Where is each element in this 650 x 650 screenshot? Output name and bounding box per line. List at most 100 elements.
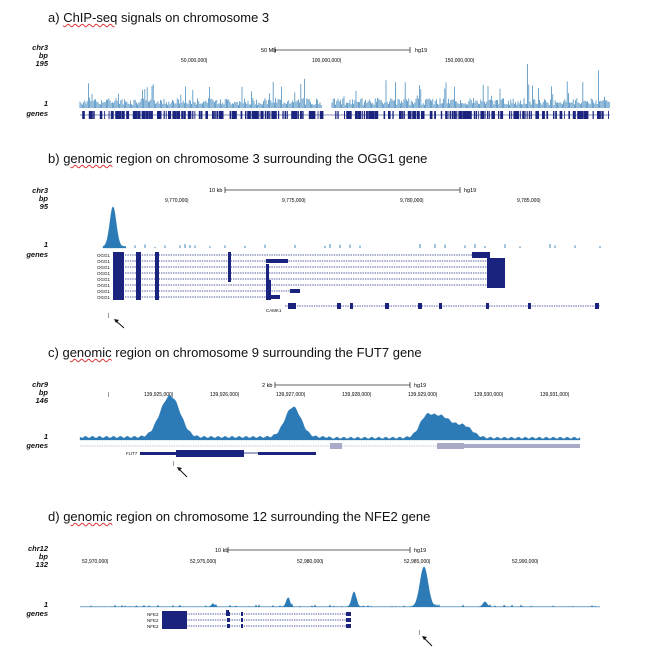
panel-a-gene-block — [174, 111, 177, 119]
panel-a-gene-block — [531, 111, 532, 119]
gene-exon — [113, 264, 124, 270]
gene-label-ogg1: OGG1 — [97, 295, 111, 300]
panel-b-letter: b) — [48, 151, 60, 166]
panel-a-gene-block — [264, 111, 267, 119]
panel-a-gene-block — [476, 111, 478, 119]
fut7-utr — [140, 452, 176, 455]
panel-c-exon-light — [437, 443, 464, 449]
panel-a-gene-block — [126, 111, 130, 119]
gene-label-nfe2: NFE2 — [147, 624, 159, 629]
panel-a-gene-block — [370, 111, 374, 119]
gene-exon — [228, 258, 231, 264]
panel-a-gene-block — [317, 111, 319, 119]
panel-a-gene-block — [524, 111, 526, 119]
panel-a-gene-block — [148, 111, 151, 119]
panel-a-max-label: 195 — [35, 59, 48, 68]
panel-a-gene-block — [337, 111, 339, 119]
gene-label-ogg1: OGG1 — [97, 271, 111, 276]
panel-a-gene-block — [187, 111, 191, 119]
camk1-exon — [486, 303, 489, 309]
gene-exon — [136, 276, 141, 282]
panel-d-tick-1: 52,975,000| — [190, 559, 216, 565]
panel-a-gene-block — [451, 111, 454, 119]
gene-label-nfe2: NFE2 — [147, 612, 159, 617]
panel-a-gene-block — [553, 111, 555, 119]
panel-a-gene-block — [515, 111, 519, 119]
panel-c-tracks: 2 kb hg19 | 139,925,000| 139,926,000| 13… — [79, 382, 581, 478]
panel-a-gene-block — [260, 111, 264, 119]
panel-d-max-label: 132 — [35, 560, 48, 569]
gene-exon — [113, 270, 124, 276]
gene-exon — [487, 258, 505, 264]
panel-a-gene-block — [293, 111, 296, 119]
panel-a-gene-block — [135, 111, 138, 119]
gene-exon — [136, 270, 141, 276]
panel-a-gene-block — [216, 111, 218, 119]
panel-c-assembly: hg19 — [414, 383, 426, 389]
panel-a-gene-block — [491, 111, 495, 119]
nfe2-exon — [241, 618, 243, 622]
panel-a-gene-block — [269, 111, 271, 119]
nfe2-exon — [162, 617, 187, 623]
panel-a-gene-block — [91, 111, 93, 119]
panel-a-gene-block — [357, 111, 360, 119]
panel-a-gene-block — [575, 111, 576, 119]
panel-b-genes-label: genes — [26, 250, 48, 259]
panel-a-gene-block — [412, 111, 415, 119]
panel-c-bp-label: bp — [38, 388, 48, 397]
nfe2-exon — [346, 612, 351, 616]
panel-a-gene-block — [445, 111, 448, 119]
gene-exon — [113, 288, 124, 294]
panel-c-heading-rest: region on chromosome 9 surrounding the F… — [115, 345, 422, 360]
gene-label-ogg1: OGG1 — [97, 259, 111, 264]
panel-a-gene-block — [311, 111, 314, 119]
gene-exon — [487, 282, 505, 288]
panel-a-gene-block — [253, 111, 257, 119]
panel-a-gene-block — [572, 111, 576, 119]
panel-a-gene-block — [278, 111, 280, 119]
panel-d-signal-area — [79, 566, 601, 608]
gene-exon — [113, 276, 124, 282]
gene-exon — [487, 270, 505, 276]
panel-a-gene-block — [231, 111, 235, 119]
gene-exon — [228, 276, 231, 282]
gene-exon — [136, 288, 141, 294]
nfe2-exon — [162, 611, 187, 617]
gene-exon — [266, 282, 269, 288]
panel-b-tracks: 10 kb hg19 9,770,000| 9,775,000| 9,780,0… — [97, 187, 601, 329]
panel-a-gene-block — [601, 111, 604, 119]
panel-c-tick-1: 139,926,000| — [210, 392, 239, 398]
panel-c-tick-left: | — [108, 392, 109, 398]
panel-a-gene-block — [462, 111, 466, 119]
panel-a-gene-block — [559, 111, 563, 119]
panel-a-gene-block — [291, 111, 294, 119]
panel-a-gene-block — [458, 111, 461, 119]
panel-a-gene-block — [220, 111, 224, 119]
panel-a-gene-block — [262, 111, 264, 119]
camk1-exon — [337, 303, 341, 309]
gene-exon — [487, 276, 505, 282]
camk1-exon — [439, 303, 442, 309]
panel-b-tick-3: 9,785,000| — [517, 198, 541, 204]
gene-label-ogg1: OGG1 — [97, 265, 111, 270]
panel-a-gene-block — [460, 111, 463, 119]
panel-a-gene-block — [108, 111, 110, 119]
gene-exon — [155, 276, 159, 282]
panel-a-gene-block — [489, 111, 490, 119]
panel-a-gene-block — [165, 111, 167, 119]
panel-c-tick-2: 139,927,000| — [276, 392, 305, 398]
panel-b-assembly: hg19 — [464, 188, 476, 194]
panel-a-gene-block — [181, 111, 184, 119]
panel-a-signal-track — [79, 64, 610, 108]
gene-exon — [290, 289, 300, 293]
panel-a-gene-block — [454, 111, 456, 119]
panel-a-gene-block — [121, 111, 125, 119]
panel-d-signal-track — [79, 566, 601, 608]
panel-d-genes-label: genes — [26, 609, 48, 618]
panel-a-gene-block — [440, 111, 443, 119]
panel-a-gene-block — [110, 111, 114, 119]
panel-d-chrom-label: chr12 — [27, 544, 48, 553]
panel-a-gene-block — [513, 111, 517, 119]
gene-exon — [472, 252, 490, 258]
camk1-exon — [595, 303, 599, 309]
